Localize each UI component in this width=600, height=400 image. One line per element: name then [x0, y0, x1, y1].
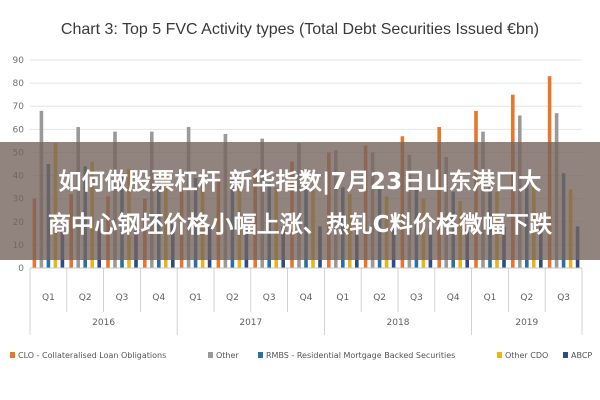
x-tick-label: Q1 [42, 293, 55, 303]
x-tick-label: Q4 [447, 293, 460, 303]
x-tick-label: Q1 [336, 293, 349, 303]
legend-label: ABCP [571, 351, 592, 360]
headline-overlay [0, 142, 600, 260]
y-tick-label: 70 [13, 102, 25, 112]
legend-label: RMBS - Residential Mortgage Backed Secur… [266, 351, 455, 360]
x-axis: Q1 Q2 Q3 Q4 Q1 Q2 Q3 Q4 Q1 Q2 Q3 Q4 Q1 Q2 Q3 2016 2017 20… [29, 267, 583, 335]
headline-line-1: 如何做股票杠杆 新华指数|7月23日山东港口大 [58, 169, 542, 195]
legend-swatch [208, 352, 213, 358]
y-tick-label: 0 [18, 264, 24, 274]
y-tick-label: 60 [13, 125, 25, 135]
x-tick-label: Q2 [79, 293, 92, 303]
x-tick-label: Q4 [300, 293, 313, 303]
legend-label: Other [216, 351, 239, 360]
legend-swatch [563, 352, 568, 358]
year-label: 2017 [239, 318, 262, 328]
legend-swatch [258, 352, 263, 358]
x-tick-label: Q2 [520, 293, 533, 303]
headline-line-2: 商中心钢坯价格小幅上涨、热轧C料价格微幅下跌 [47, 212, 553, 238]
x-tick-label: Q1 [484, 293, 497, 303]
legend-label: Other CDO [505, 351, 548, 360]
legend: CLO - Collateralised Loan Obligations Oth… [10, 351, 592, 360]
x-tick-label: Q3 [557, 293, 570, 303]
x-tick-label: Q2 [373, 293, 386, 303]
x-tick-label: Q1 [189, 293, 202, 303]
legend-label: CLO - Collateralised Loan Obligations [18, 351, 166, 360]
x-tick-label: Q2 [226, 293, 239, 303]
y-tick-label: 90 [13, 56, 25, 66]
year-label: 2016 [92, 318, 115, 328]
x-tick-label: Q3 [116, 293, 129, 303]
x-tick-label: Q3 [410, 293, 423, 303]
x-tick-label: Q4 [152, 293, 165, 303]
legend-swatch [10, 352, 15, 358]
y-tick-label: 80 [13, 79, 25, 89]
legend-swatch [497, 352, 502, 358]
x-tick-label: Q3 [263, 293, 276, 303]
year-label: 2018 [387, 318, 410, 328]
year-label: 2019 [515, 318, 538, 328]
chart-title: Chart 3: Top 5 FVC Activity types (Total… [61, 21, 539, 38]
